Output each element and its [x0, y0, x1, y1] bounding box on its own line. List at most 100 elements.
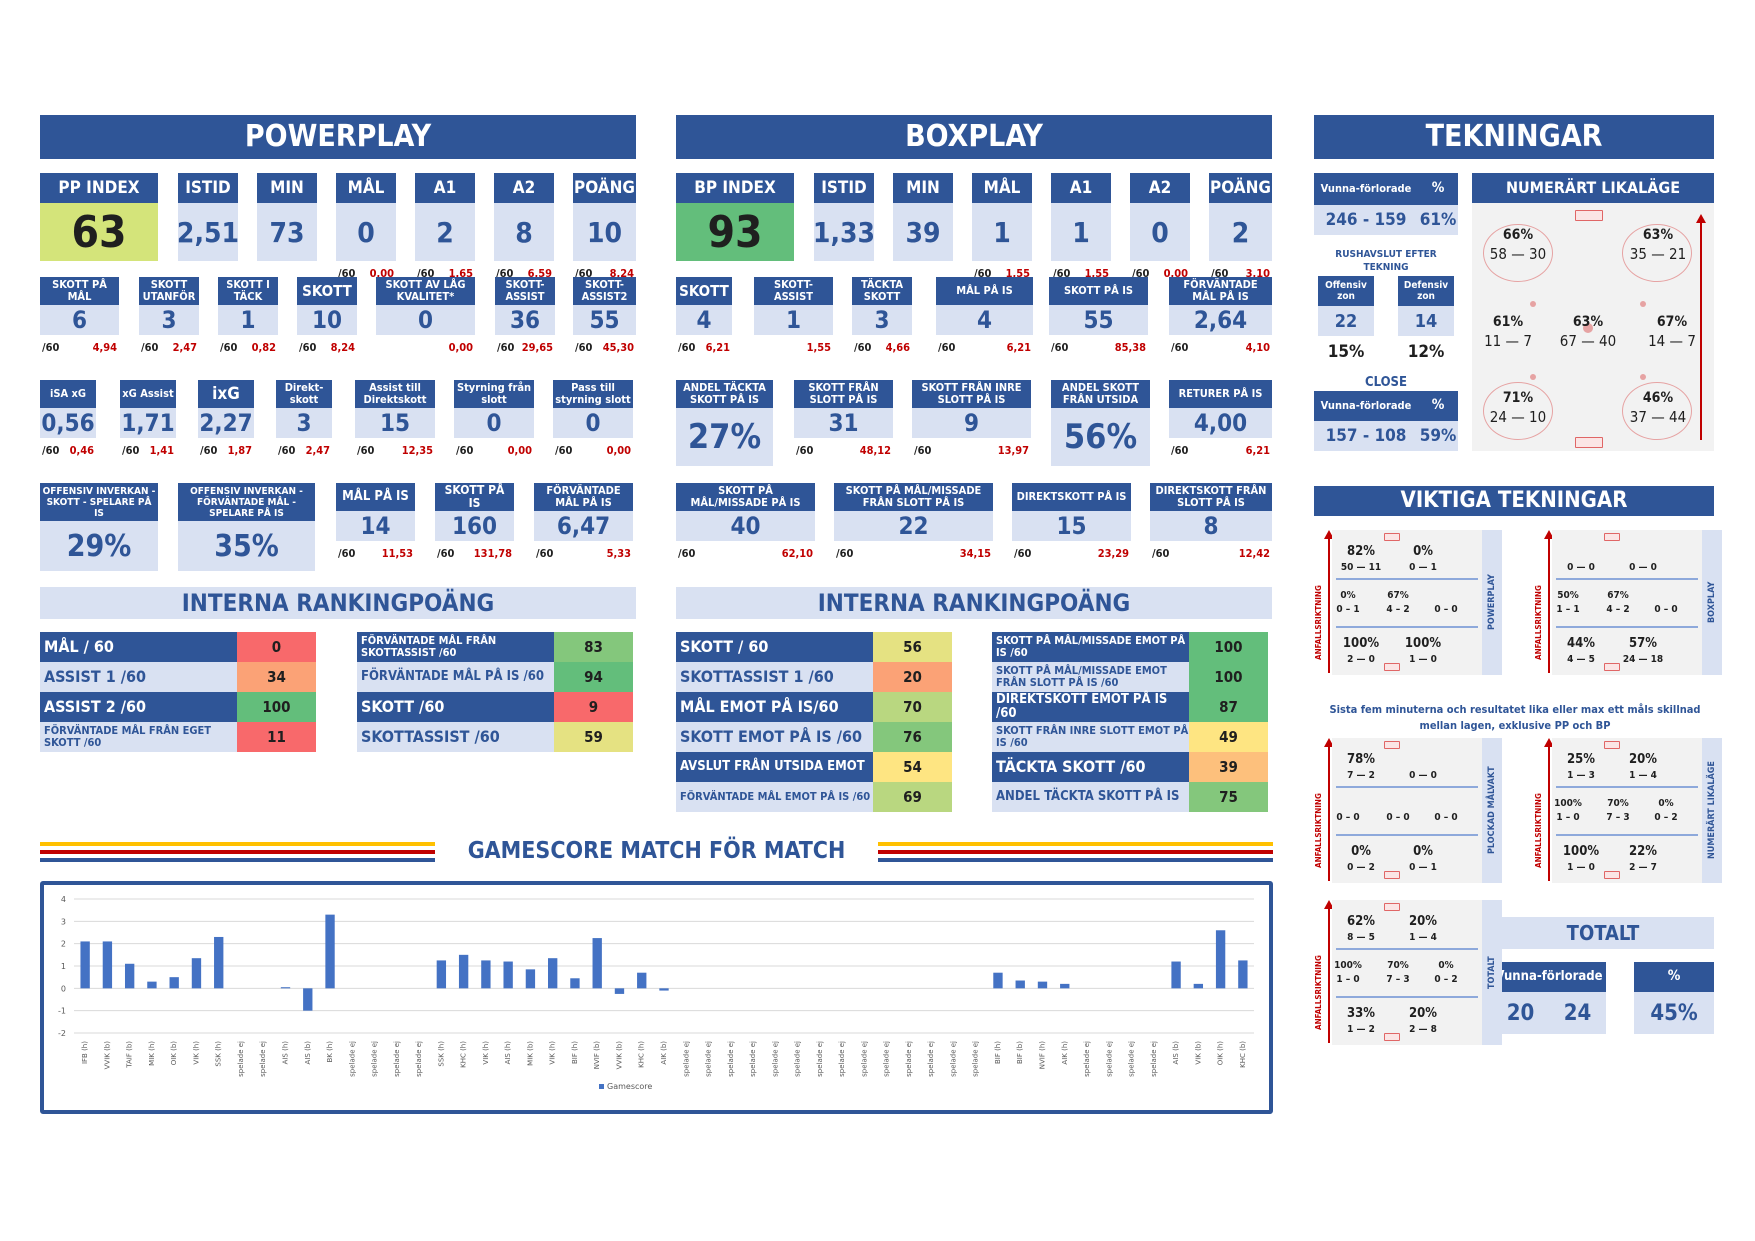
stat-label: POÄNG: [1209, 173, 1272, 203]
faceoff-score: 1 – 0: [1556, 812, 1580, 823]
rink-spot-pct: 61%: [1492, 314, 1524, 330]
faceoff-pct: 0%: [1413, 544, 1433, 559]
won-lost-label: Vunna-förlorade: [1314, 173, 1418, 205]
totalt-pct: 45%: [1634, 992, 1714, 1034]
per60-value: 1,65: [448, 267, 473, 280]
y-tick-label: -1: [58, 1007, 66, 1016]
x-tick-label: spelade ej: [883, 1041, 891, 1077]
stat-value: 27%: [676, 408, 773, 466]
ranking-label: ANDEL TÄCKTA SKOTT PÅ IS: [992, 782, 1189, 812]
stat-label: Assist till Direktskott: [355, 380, 435, 408]
stat-label: SKOTT-ASSIST2: [573, 277, 636, 305]
per60-label: /60: [299, 341, 317, 354]
per60-value: 2,47: [305, 444, 330, 457]
x-tick-label: spelade ej: [794, 1041, 802, 1077]
rink-spot-pct: 66%: [1502, 227, 1534, 243]
stat-label: SKOTT PÅ MÅL: [40, 277, 119, 305]
arrow-up-icon: [1544, 530, 1554, 539]
per60-value: 0,00: [507, 444, 532, 457]
x-tick-label: KHC (b): [1239, 1041, 1247, 1068]
per60-value: 12,35: [401, 444, 433, 457]
faceoff-pct: 0%: [1351, 844, 1371, 859]
chart-bar: [1037, 981, 1048, 989]
center-dot-icon: [1583, 323, 1593, 333]
stat-value: 2,27: [198, 408, 254, 438]
rink-spot-score: 67 — 40: [1559, 332, 1617, 350]
faceoff-score: 8 — 5: [1347, 932, 1375, 943]
x-tick-label: VIK (h): [549, 1041, 557, 1065]
ranking-value: 100: [1189, 662, 1268, 692]
x-tick-label: spelade ej: [237, 1041, 245, 1077]
x-tick-label: OIK (h): [1217, 1041, 1225, 1066]
close-pct-label: %: [1418, 391, 1458, 421]
per60-label: /60: [1211, 267, 1229, 280]
per60-label: /60: [974, 267, 992, 280]
goal-top-icon: [1604, 533, 1620, 541]
x-tick-label: spelade ej: [905, 1041, 913, 1077]
faceoff-pct: 0%: [1438, 960, 1454, 971]
per60-value: 0,00: [606, 444, 631, 457]
x-tick-label: MIK (h): [148, 1041, 156, 1066]
stat-label: SKOTT: [297, 277, 357, 305]
per60-label: /60: [1152, 547, 1170, 560]
panel-side-label: PLOCKAD MÅLVAKT: [1482, 738, 1502, 883]
stat-value: 0: [336, 203, 396, 261]
faceoff-pct: 44%: [1567, 636, 1595, 651]
per60-label: /60: [854, 341, 872, 354]
per60-value: 8,24: [609, 267, 634, 280]
offensiv-zon-label: Offensiv zon: [1318, 276, 1374, 306]
stat-value: 2: [415, 203, 475, 261]
faceoff-score: 0 – 0: [1434, 812, 1458, 823]
rink-spot-score: 11 — 7: [1484, 332, 1532, 350]
panel-side-label: POWERPLAY: [1482, 530, 1502, 675]
rink-spot-score: 14 — 7: [1648, 332, 1696, 350]
stat-label: SKOTT I TÄCK: [218, 277, 278, 305]
stat-label: xG Assist: [120, 380, 176, 408]
stat-label: DIREKTSKOTT FRÅN SLOTT PÅ IS: [1150, 483, 1272, 511]
stat-label: SKOTT PÅ MÅL/MISSADE PÅ IS: [676, 483, 815, 511]
stat-label: SKOTT: [676, 277, 732, 305]
faceoff-pct: 33%: [1347, 1006, 1375, 1021]
faceoff-score: 2 — 8: [1409, 1024, 1437, 1035]
x-tick-label: spelade ej: [1150, 1041, 1158, 1077]
goal-top-icon: [1384, 903, 1400, 911]
faceoff-score: 50 — 11: [1340, 562, 1382, 573]
stat-value: 9: [912, 408, 1031, 438]
stat-label: MÅL: [972, 173, 1032, 203]
stat-value: 0: [376, 305, 475, 335]
stat-label: OFFENSIV INVERKAN - FÖRVÄNTADE MÅL - SPE…: [178, 483, 315, 521]
faceoff-panel: [1552, 530, 1702, 675]
ranking-value: 9: [554, 692, 633, 722]
x-tick-label: OIK (b): [170, 1041, 178, 1066]
faceoff-pct: 0%: [1413, 844, 1433, 859]
stat-label: A2: [494, 173, 554, 203]
per60-value: 1,87: [227, 444, 252, 457]
stat-label: iSA xG: [40, 380, 96, 408]
chart-bar: [503, 961, 513, 989]
faceoff-pct: 82%: [1347, 544, 1375, 559]
per60-value: 0,46: [69, 444, 94, 457]
x-tick-label: BK (h): [326, 1041, 334, 1063]
faceoff-panel: [1332, 738, 1482, 883]
x-tick-label: spelade ej: [348, 1041, 356, 1077]
stat-value: 1: [754, 305, 833, 335]
per60-value: 0,00: [1163, 267, 1188, 280]
rink-spot-pct: 46%: [1642, 390, 1674, 406]
ranking-value: 39: [1189, 752, 1268, 782]
faceoff-panel: [1552, 738, 1702, 883]
ranking-label: FÖRVÄNTADE MÅL FRÅN EGET SKOTT /60: [40, 722, 237, 752]
faceoff-pct: 20%: [1409, 1006, 1437, 1021]
x-tick-label: VVIK (b): [103, 1041, 111, 1070]
stat-value: 4: [936, 305, 1033, 335]
stat-value: 31: [794, 408, 893, 438]
direction-label: ANFALLSRIKTNING: [1314, 585, 1323, 660]
x-tick-label: MIK (b): [526, 1041, 534, 1066]
stat-value: 2,64: [1169, 305, 1272, 335]
pct-label: %: [1418, 173, 1458, 205]
stat-label: SKOTT PÅ IS: [1049, 277, 1148, 305]
per60-label: /60: [796, 444, 814, 457]
x-tick-label: VVIK (b): [615, 1041, 623, 1070]
chart-bar: [325, 914, 335, 989]
chart-bar: [525, 969, 536, 989]
stat-label: PP INDEX: [40, 173, 158, 203]
